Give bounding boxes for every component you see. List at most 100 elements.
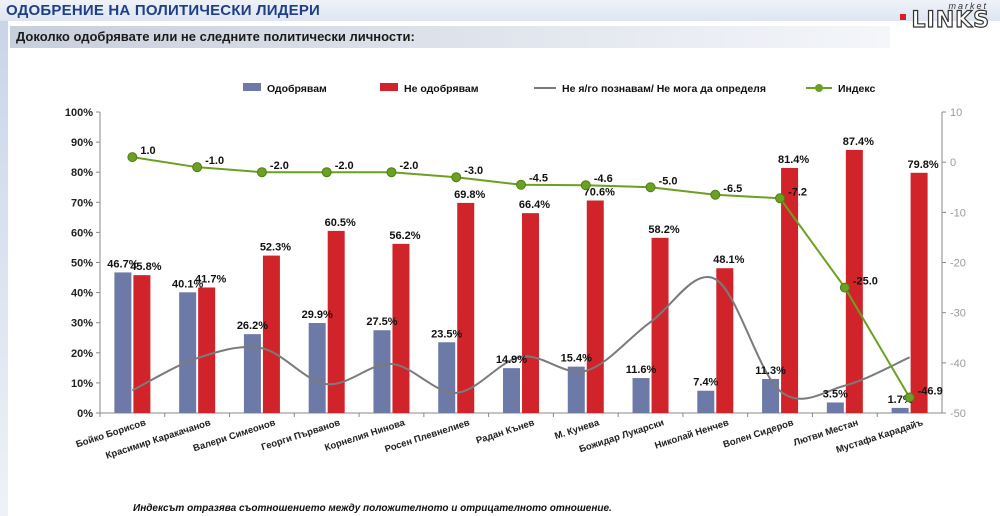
disapprove-value-label: 69.8% [454,189,485,201]
survey-question: Доколко одобрявате или не следните полит… [16,29,415,44]
index-point [904,392,915,403]
logo-small-text: market [948,1,988,11]
left-tick-label: 70% [71,197,93,209]
header-bar [0,0,1000,21]
disapprove-bar [910,172,928,413]
index-point [516,179,526,190]
left-tick-label: 0% [77,408,93,420]
approve-bar [438,342,456,413]
index-point [127,152,138,163]
disapprove-bar [522,213,539,413]
index-point [580,180,591,191]
approve-bar [179,292,197,413]
disapprove-value-label: 81.4% [778,154,809,166]
index-value-label: -4.5 [529,173,548,185]
index-value-label: -4.6 [594,173,613,185]
approve-value-label: 26.2% [237,320,268,332]
legend-index-marker [815,84,823,92]
left-tick-label: 90% [71,137,93,149]
approve-value-label: 23.5% [431,328,462,340]
left-tick-label: 80% [71,167,93,179]
index-point [839,282,850,293]
left-tick-label: 50% [71,258,93,270]
disapprove-bar [651,237,669,413]
index-point [321,167,332,178]
category-label: Радан Кънев [475,417,536,446]
disapprove-value-label: 87.4% [843,136,874,148]
page-title: ОДОБРЕНИЕ НА ПОЛИТИЧЕСКИ ЛИДЕРИ [6,2,321,19]
right-tick-label: 0 [950,157,956,169]
disapprove-bar [133,275,151,413]
disapprove-value-label: 70.6% [584,186,615,198]
approve-bar [632,378,650,413]
index-point [645,182,656,193]
index-point [451,172,462,183]
left-tick-label: 30% [71,318,93,330]
approve-bar [891,407,909,413]
left-tick-label: 10% [71,378,93,390]
index-point [256,167,267,178]
right-tick-label: -30 [950,308,966,320]
legend-unknown-label: Не я/го познавам/ Не мога да определя [562,83,766,95]
disapprove-bar [392,243,410,413]
disapprove-value-label: 66.4% [519,199,550,211]
approve-bar [308,323,326,413]
approve-value-label: 40.1% [172,278,203,290]
category-label: Волен Сидеров [722,417,795,450]
left-tick-label: 20% [71,348,93,360]
right-tick-label: -20 [950,258,966,270]
right-tick-label: -50 [950,408,966,420]
approve-bar [567,366,585,413]
index-point [775,193,786,204]
legend-index-label: Индекс [838,83,876,95]
logo-red-square [900,14,906,20]
disapprove-value-label: 48.1% [713,254,744,266]
disapprove-bar [716,268,734,413]
disapprove-value-label: 45.8% [130,261,161,273]
left-decorative-band [0,21,8,516]
disapprove-bar [845,149,863,413]
index-value-label: -2.0 [270,160,289,172]
logo-big-text: LINKS [911,7,990,33]
index-value-label: -3.0 [464,165,483,177]
disapprove-value-label: 60.5% [325,217,356,229]
category-label: Николай Ненчев [653,417,730,451]
disapprove-bar [198,287,216,413]
disapprove-value-label: 56.2% [389,230,420,242]
disapprove-bar [781,167,799,413]
disapprove-value-label: 79.8% [908,159,939,171]
index-value-label: -25.0 [853,276,878,288]
disapprove-bar [586,200,604,413]
legend-approve-swatch [243,83,261,91]
approve-bar [114,272,132,413]
approve-value-label: 11.3% [755,365,786,377]
index-value-label: -7.2 [788,186,807,198]
legend-disapprove-label: Не одобрявам [404,83,479,95]
approve-value-label: 3.5% [823,388,848,400]
market-links-logo: market LINKS [900,1,990,34]
legend-disapprove-swatch [380,83,398,91]
approve-bar [503,368,520,413]
left-tick-label: 60% [71,227,93,239]
index-point [710,189,721,200]
disapprove-value-label: 41.7% [195,273,226,285]
approve-bar [697,390,715,413]
approve-value-label: 7.4% [693,377,718,389]
unknown-series-line [131,276,911,400]
approve-bar [373,330,391,413]
approve-value-label: 15.4% [561,353,592,365]
right-tick-label: 10 [950,107,962,119]
index-value-label: -46.9 [918,385,943,397]
right-tick-label: -40 [950,358,966,370]
index-value-label: -1.0 [205,155,224,167]
index-value-label: 1.0 [140,145,155,157]
disapprove-bar [262,255,280,413]
legend-approve-label: Одобрявам [267,83,327,95]
approve-value-label: 46.7% [107,258,138,270]
question-bar [10,26,890,48]
approve-bar [243,334,261,413]
approve-value-label: 11.6% [626,364,657,376]
approve-bar [762,378,780,413]
approve-value-label: 29.9% [302,309,333,321]
